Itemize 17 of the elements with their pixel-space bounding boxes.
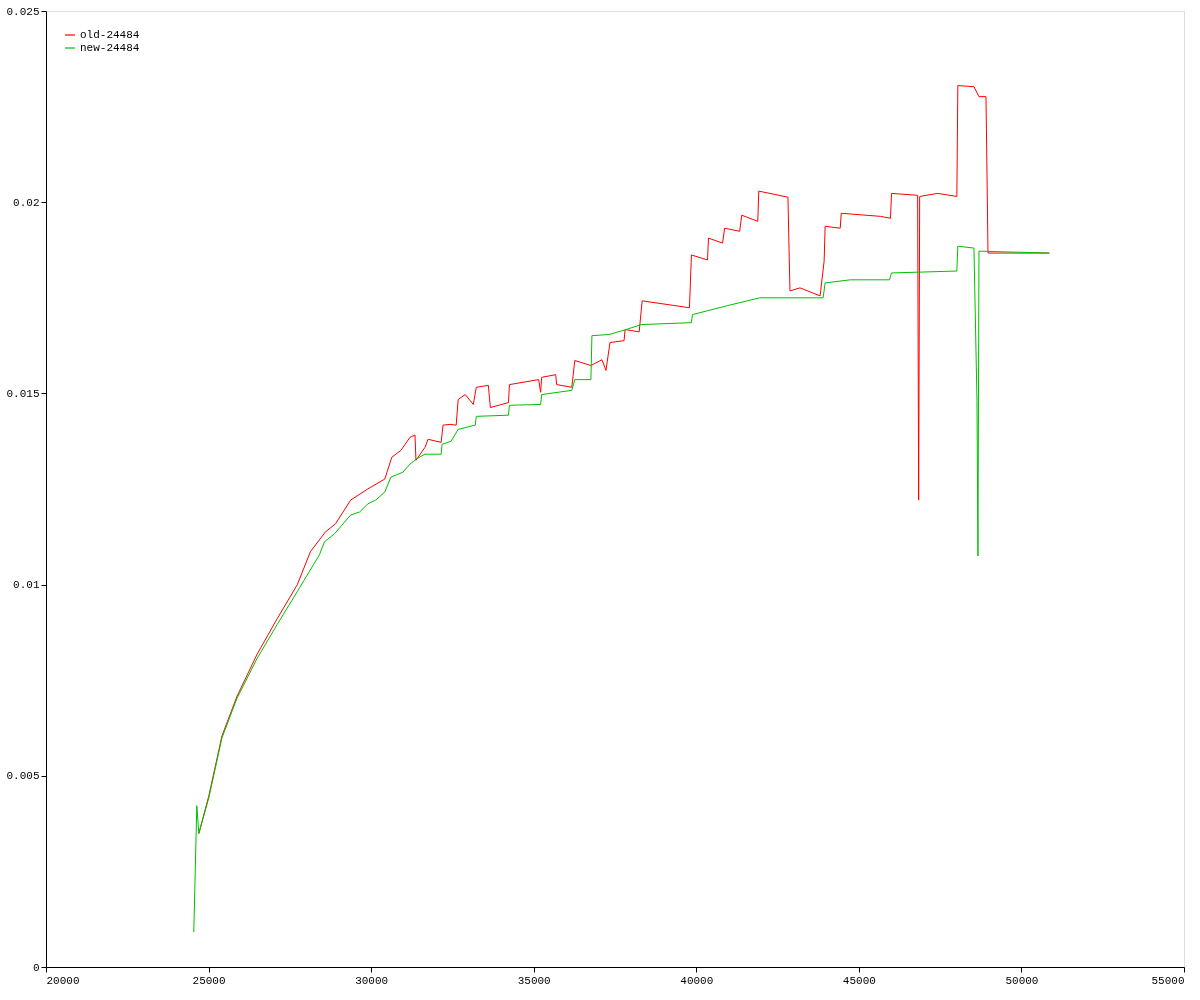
y-tick-label: 0.025 [6,5,40,18]
legend-label: new-24484 [80,42,140,54]
y-tick-label: 0 [32,961,40,974]
y-tick-label: 0.02 [13,196,40,209]
line-series [193,245,1050,933]
x-tick-label: 40000 [680,974,714,987]
y-tick-label: 0.005 [6,770,40,783]
y-tick-label: 0.01 [13,579,40,592]
x-tick-label: 35000 [517,974,551,987]
x-tick-label: 30000 [355,974,389,987]
x-tick-label: 45000 [842,974,876,987]
legend-label: old-24484 [80,29,140,41]
x-tick-label: 20000 [46,974,80,987]
x-tick-label: 50000 [1005,974,1039,987]
y-tick-label: 0.015 [6,387,40,400]
x-tick-label: 55000 [1151,974,1185,987]
x-tick-label: 25000 [192,974,226,987]
